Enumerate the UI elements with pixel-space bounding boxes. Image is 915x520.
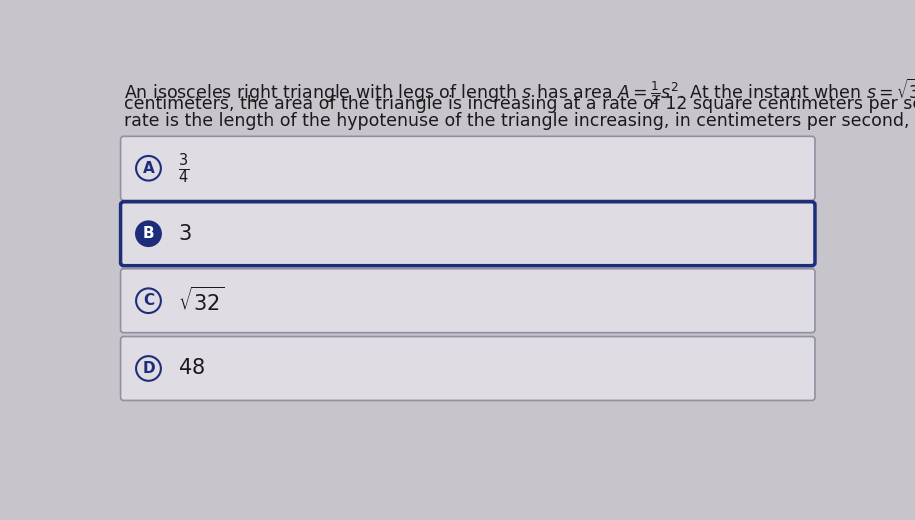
FancyBboxPatch shape [121, 136, 815, 200]
Text: $48$: $48$ [178, 358, 205, 379]
Circle shape [136, 156, 161, 180]
Text: centimeters, the area of the triangle is increasing at a rate of 12 square centi: centimeters, the area of the triangle is… [124, 95, 915, 113]
Text: $3$: $3$ [178, 224, 191, 244]
Text: $\sqrt{32}$: $\sqrt{32}$ [178, 287, 224, 315]
Text: $\frac{3}{4}$: $\frac{3}{4}$ [178, 151, 189, 186]
Text: An isosceles right triangle with legs of length $s$ has area $A = \frac{1}{2}s^2: An isosceles right triangle with legs of… [124, 76, 915, 107]
Text: C: C [143, 293, 154, 308]
Circle shape [136, 356, 161, 381]
Text: D: D [142, 361, 155, 376]
Circle shape [136, 222, 161, 246]
FancyBboxPatch shape [121, 336, 815, 400]
Text: rate is the length of the hypotenuse of the triangle increasing, in centimeters : rate is the length of the hypotenuse of … [124, 112, 915, 129]
Circle shape [136, 289, 161, 313]
Text: A: A [143, 161, 155, 176]
FancyBboxPatch shape [121, 202, 815, 266]
FancyBboxPatch shape [121, 269, 815, 333]
Text: B: B [143, 226, 155, 241]
